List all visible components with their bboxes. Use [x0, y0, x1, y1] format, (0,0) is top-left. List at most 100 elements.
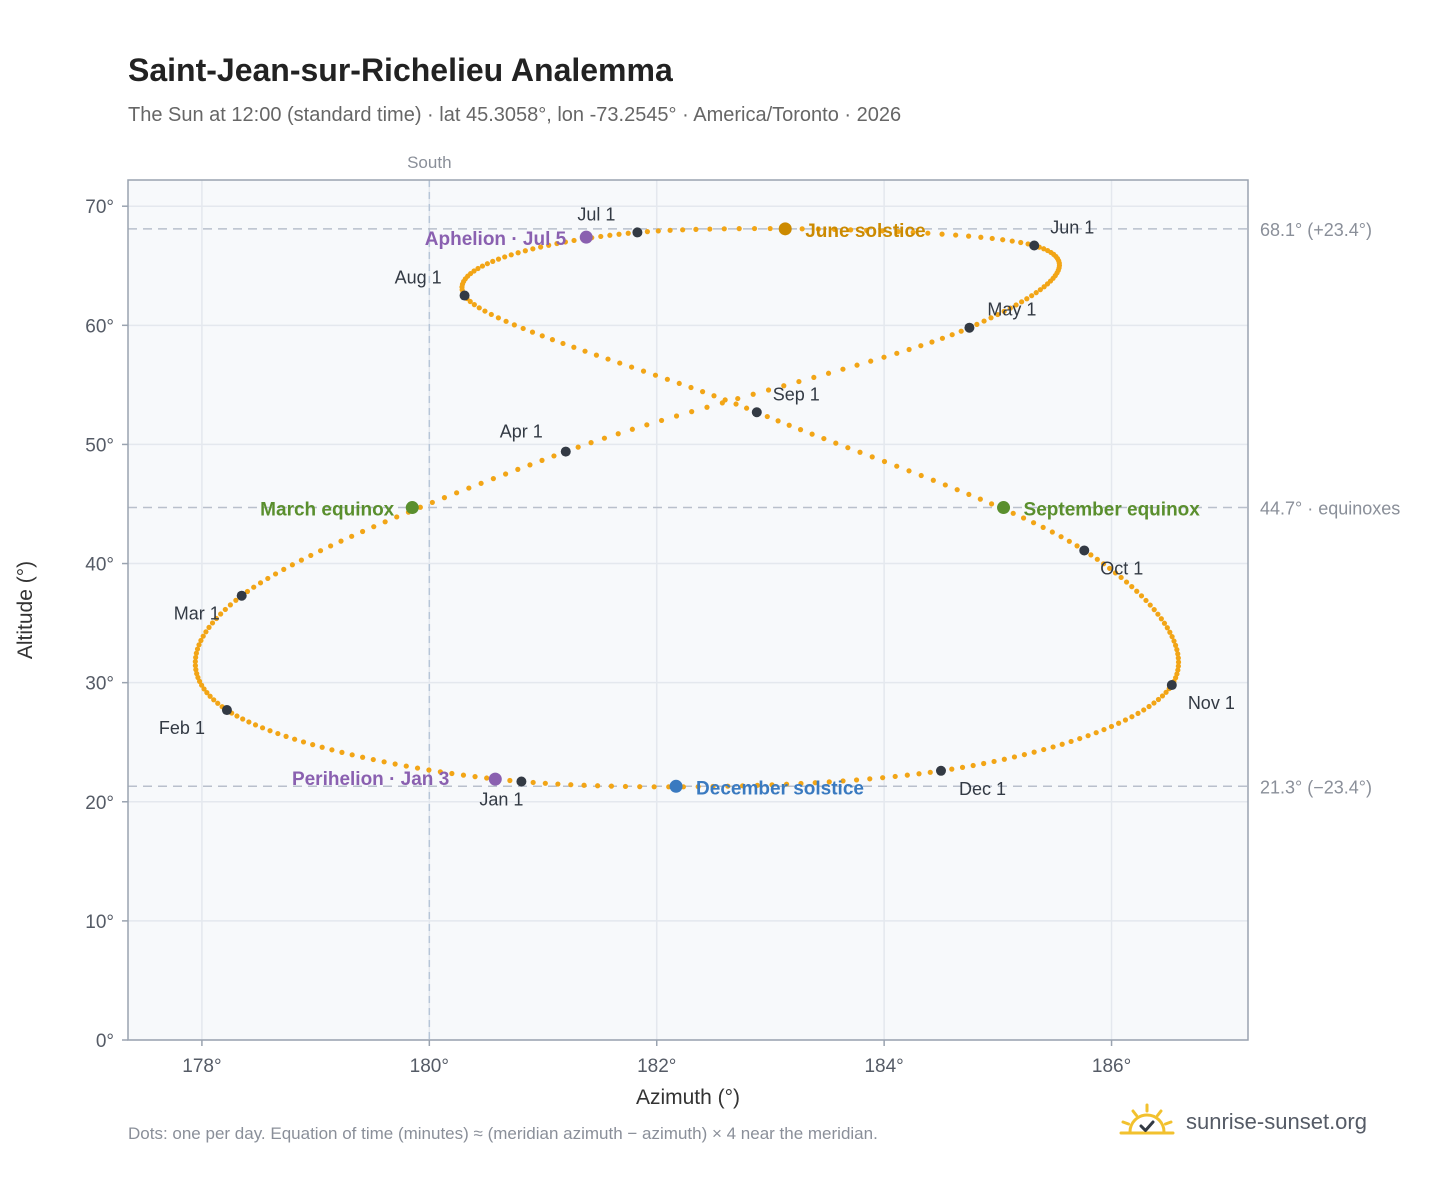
day-dot: [704, 404, 710, 410]
day-dot: [1138, 593, 1145, 599]
day-dot: [880, 775, 886, 781]
day-dot: [664, 376, 670, 382]
day-dot: [1093, 730, 1099, 736]
day-dot: [1175, 655, 1181, 661]
day-dot: [1020, 515, 1027, 521]
day-dot: [370, 756, 376, 763]
day-dot: [1094, 556, 1100, 562]
day-dot: [538, 244, 544, 250]
day-dot: [360, 528, 366, 535]
month-marker: [1029, 240, 1040, 251]
day-dot: [710, 783, 716, 790]
day-dot: [1122, 717, 1129, 723]
day-dot: [209, 620, 216, 626]
day-dot: [754, 782, 760, 788]
day-dot: [1118, 574, 1124, 581]
day-dot: [1158, 616, 1164, 622]
day-dot: [539, 333, 545, 339]
y-tick-label: 50°: [85, 435, 114, 456]
day-dot: [467, 298, 473, 305]
y-tick-label: 30°: [85, 674, 114, 695]
chart-subtitle: The Sun at 12:00 (standard time) · lat 4…: [128, 104, 902, 126]
day-dot: [1009, 238, 1015, 244]
day-dot: [906, 346, 912, 353]
day-dot: [1175, 659, 1182, 665]
day-dot: [651, 784, 657, 790]
plot-area: [128, 180, 1248, 1040]
day-dot: [733, 401, 739, 407]
month-marker: [236, 590, 247, 601]
day-dot: [949, 332, 955, 338]
date-markers: Jan 1 Feb 1 Mar 1 Apr 1 May 1 Jun 1 Jul 1 Aug 1…: [159, 204, 1235, 809]
day-dot: [892, 773, 898, 780]
day-dot: [1045, 247, 1051, 254]
day-dot: [1066, 538, 1072, 544]
day-dot: [417, 504, 423, 510]
day-dot: [1088, 552, 1094, 558]
day-dot: [218, 611, 224, 617]
day-dot: [693, 226, 699, 232]
brand-logo[interactable]: sunrise-sunset.org: [1118, 1102, 1367, 1142]
day-dot: [640, 368, 647, 374]
day-dot: [821, 435, 827, 442]
day-dot: [925, 230, 931, 236]
day-dot: [437, 769, 443, 775]
month-label: Oct 1: [1100, 558, 1143, 578]
day-dot: [484, 261, 490, 267]
reference-line-label: 44.7° · equinoxes: [1260, 499, 1400, 519]
day-dot: [652, 372, 659, 378]
day-dot: [1000, 237, 1006, 243]
month-marker: [964, 322, 975, 333]
event-marker: [405, 501, 419, 515]
day-dot: [811, 374, 817, 381]
day-dot: [502, 254, 508, 260]
day-dot: [206, 624, 212, 630]
day-dot: [252, 722, 259, 728]
day-dot: [751, 225, 758, 232]
day-dot: [507, 777, 513, 784]
day-dot: [1112, 570, 1119, 576]
day-dot: [916, 771, 922, 777]
day-dot: [201, 686, 207, 692]
day-dot: [588, 440, 594, 446]
day-dot: [1101, 726, 1107, 733]
day-dot: [680, 227, 686, 233]
day-dot: [711, 393, 717, 399]
day-dot: [978, 234, 984, 240]
day-dot: [466, 485, 472, 491]
day-dot: [625, 230, 631, 236]
day-dot: [267, 728, 273, 734]
day-dot: [699, 389, 706, 395]
day-dot: [781, 383, 787, 389]
day-dot: [1049, 529, 1055, 535]
day-dot: [689, 409, 695, 415]
day-dot: [833, 440, 839, 446]
day-dot: [930, 477, 936, 483]
day-dot: [360, 754, 366, 760]
day-dot: [310, 742, 316, 748]
day-dot: [233, 597, 239, 603]
day-dot: [1068, 738, 1074, 745]
day-dot: [764, 413, 770, 420]
day-dot: [575, 444, 581, 450]
day-dot: [308, 552, 314, 559]
day-dot: [490, 258, 496, 264]
day-dot: [809, 431, 815, 437]
y-tick-label: 0°: [96, 1031, 114, 1052]
day-dot: [783, 781, 790, 787]
day-dot: [958, 328, 964, 334]
day-dot: [867, 776, 873, 782]
day-dot: [739, 783, 746, 789]
day-dot: [989, 235, 995, 242]
day-dot: [1172, 642, 1179, 648]
day-dot: [953, 232, 959, 238]
day-dot: [194, 671, 200, 677]
day-dot: [840, 778, 846, 784]
x-tick-label: 184°: [864, 1056, 903, 1077]
day-dot: [1007, 305, 1013, 311]
day-dot: [769, 782, 775, 788]
day-dot: [349, 533, 355, 539]
reference-line-label: 68.1° (+23.4°): [1260, 220, 1372, 240]
day-dot: [571, 344, 577, 350]
day-dot: [193, 667, 199, 673]
